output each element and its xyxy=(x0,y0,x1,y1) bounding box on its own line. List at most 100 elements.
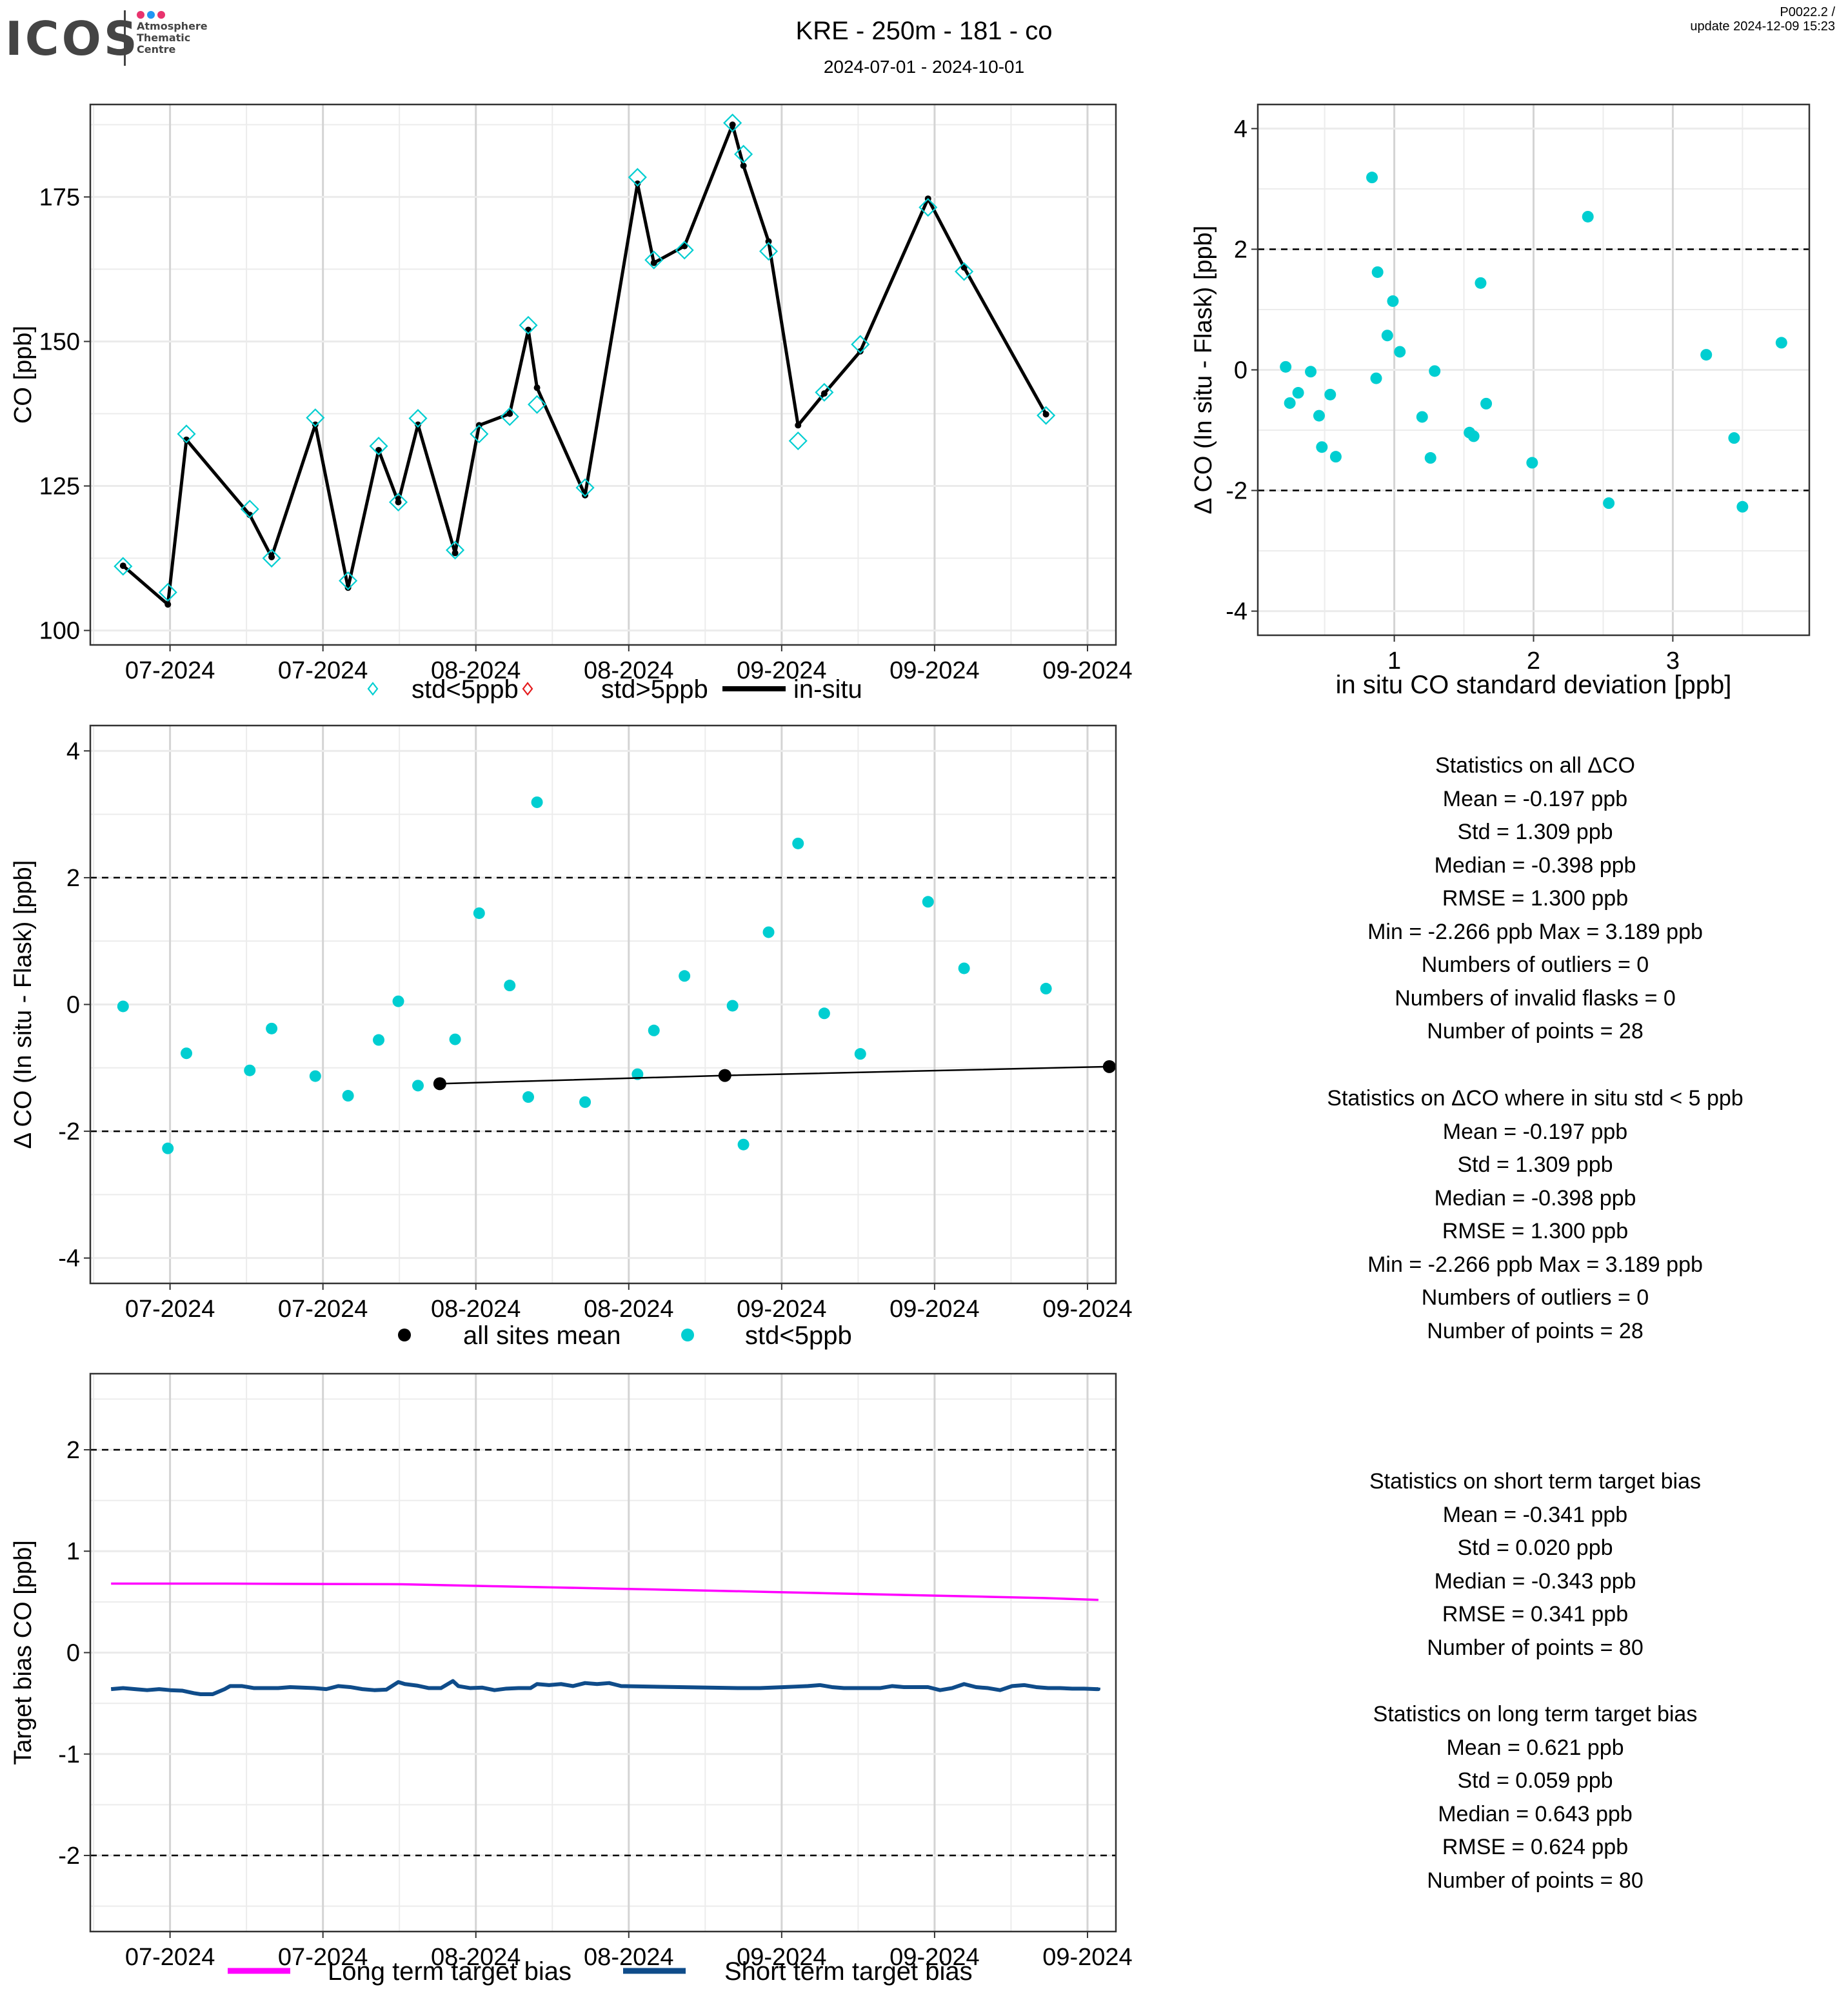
flask-diamond-std-lt-5 xyxy=(788,431,808,451)
x-tick-label: 07-2024 xyxy=(125,1944,215,1971)
delta-point xyxy=(1313,410,1325,422)
stats-filtered-line: Std = 1.309 ppb xyxy=(1457,1152,1613,1177)
delta-point xyxy=(1416,411,1428,423)
y-tick-label: 0 xyxy=(66,1640,80,1667)
x-tick-label: 08-2024 xyxy=(431,1296,521,1323)
delta_timeseries-panel xyxy=(84,724,1117,1290)
in-situ-point xyxy=(634,180,641,187)
version-info: P0022.2 / update 2024-12-09 15:23 xyxy=(1690,5,1835,34)
stats-all-delta: Statistics on all ΔCO Mean = -0.197 ppb St… xyxy=(1258,749,1813,1049)
x-tick-label: 09-2024 xyxy=(737,1944,826,1971)
x-tick-label: 09-2024 xyxy=(737,1296,826,1323)
y-tick-label: 4 xyxy=(66,738,80,765)
delta-point xyxy=(373,1034,385,1046)
logo-subtitle-line: Centre xyxy=(137,43,176,55)
x-tick-label: 07-2024 xyxy=(278,1944,368,1971)
delta-point xyxy=(1736,500,1749,513)
delta-point xyxy=(1526,457,1538,469)
delta-point xyxy=(531,796,543,808)
stats-all-line: Mean = -0.197 ppb xyxy=(1442,786,1628,811)
stats-short-line: Median = -0.343 ppb xyxy=(1434,1568,1636,1594)
legend-label: std>5ppb xyxy=(601,675,708,704)
stats-all-line: Numbers of invalid flasks = 0 xyxy=(1395,985,1676,1011)
x-tick-label: 09-2024 xyxy=(737,657,826,684)
in-situ-point xyxy=(729,121,736,128)
delta-point xyxy=(792,837,804,849)
plot-frame xyxy=(89,1372,1117,1933)
delta-point xyxy=(412,1080,424,1092)
stats-long-line: Mean = 0.621 ppb xyxy=(1446,1735,1624,1760)
delta-point xyxy=(762,926,775,938)
flask-diamond-std-lt-5 xyxy=(955,262,974,281)
x-axis-label: in situ CO standard deviation [ppb] xyxy=(1336,671,1732,699)
delta-point xyxy=(266,1022,278,1034)
delta-point xyxy=(922,896,934,908)
in-situ-point xyxy=(344,584,352,591)
flask-diamond-std-lt-5 xyxy=(470,424,489,444)
y-tick-label: -2 xyxy=(58,1843,80,1870)
all-sites-mean-point xyxy=(433,1077,446,1091)
flask-diamond-std-lt-5 xyxy=(919,197,938,217)
legend-label: std<5ppb xyxy=(745,1321,852,1350)
flask-diamond-std-lt-5 xyxy=(628,168,647,187)
stats-filtered-line: Numbers of outliers = 0 xyxy=(1421,1285,1649,1310)
in-situ-point xyxy=(506,410,513,417)
y-tick-label: 2 xyxy=(66,1437,80,1464)
in-situ-point xyxy=(119,562,126,569)
logo-dot xyxy=(157,11,165,19)
y-tick-label: 2 xyxy=(1234,236,1247,263)
flask-diamond-std-lt-5 xyxy=(262,549,281,568)
plot-frame xyxy=(89,724,1117,1285)
flask-diamond-std-lt-5 xyxy=(723,114,742,133)
in-situ-point xyxy=(857,348,864,355)
delta-point xyxy=(1775,337,1787,349)
scatter_std-panel xyxy=(1251,103,1811,642)
x-tick-label: 09-2024 xyxy=(1042,1944,1132,1971)
delta-point xyxy=(1329,451,1342,463)
in-situ-point xyxy=(650,259,657,266)
x-tick-label: 07-2024 xyxy=(278,657,368,684)
stats-short-line: Mean = -0.341 ppb xyxy=(1442,1502,1628,1527)
x-tick-label: 09-2024 xyxy=(889,657,979,684)
delta-point xyxy=(117,1000,129,1013)
in-situ-point xyxy=(1042,411,1049,418)
logo-dots-icon xyxy=(137,10,168,22)
logo-dot xyxy=(147,11,155,19)
y-tick-label: -4 xyxy=(58,1245,80,1272)
delta-point xyxy=(1284,397,1296,409)
x-tick-label: 3 xyxy=(1666,648,1680,675)
stats-long-heading: Statistics on long term target bias xyxy=(1373,1702,1698,1726)
y-tick-label: -2 xyxy=(1226,478,1247,505)
y-axis-label: Target bias CO [ppb] xyxy=(10,1540,37,1765)
delta-point xyxy=(1305,366,1317,378)
delta-point xyxy=(1429,365,1441,377)
x-tick-label: 07-2024 xyxy=(125,1296,215,1323)
delta-point xyxy=(1582,210,1594,222)
legend-diamond-std-gt-5-icon xyxy=(522,682,533,696)
target_bias-panel xyxy=(84,1372,1117,1938)
stats-filtered-heading: Statistics on ΔCO where in situ std < 5 … xyxy=(1327,1086,1744,1111)
legend-label: std<5ppb xyxy=(412,675,519,704)
stats-all-line: RMSE = 1.300 ppb xyxy=(1442,886,1629,911)
delta-point xyxy=(473,907,485,919)
delta-point xyxy=(1381,330,1393,342)
stats-long-line: RMSE = 0.624 ppb xyxy=(1442,1835,1629,1859)
legend-all-sites-mean-icon xyxy=(398,1329,411,1341)
legend-std-lt-5-icon xyxy=(681,1329,694,1341)
stats-all-heading: Statistics on all ΔCO xyxy=(1435,753,1635,778)
x-tick-label: 2 xyxy=(1527,648,1540,675)
in-situ-point xyxy=(312,421,319,428)
delta-point xyxy=(1316,441,1328,453)
long-term-bias-line xyxy=(111,1582,1098,1601)
flask-diamond-std-lt-5 xyxy=(759,242,779,261)
y-axis-label: Δ CO (In situ - Flask) [ppb] xyxy=(1190,226,1217,515)
delta-point xyxy=(1467,430,1480,442)
flask-diamond-std-lt-5 xyxy=(734,144,753,164)
flask-diamond-std-lt-5 xyxy=(500,407,519,426)
x-tick-label: 09-2024 xyxy=(889,1944,979,1971)
delta-point xyxy=(818,1007,830,1020)
y-axis-label: CO [ppb] xyxy=(10,326,37,424)
delta-point xyxy=(1728,432,1740,444)
delta-point xyxy=(504,980,516,992)
flask-diamond-std-lt-5 xyxy=(339,571,358,591)
